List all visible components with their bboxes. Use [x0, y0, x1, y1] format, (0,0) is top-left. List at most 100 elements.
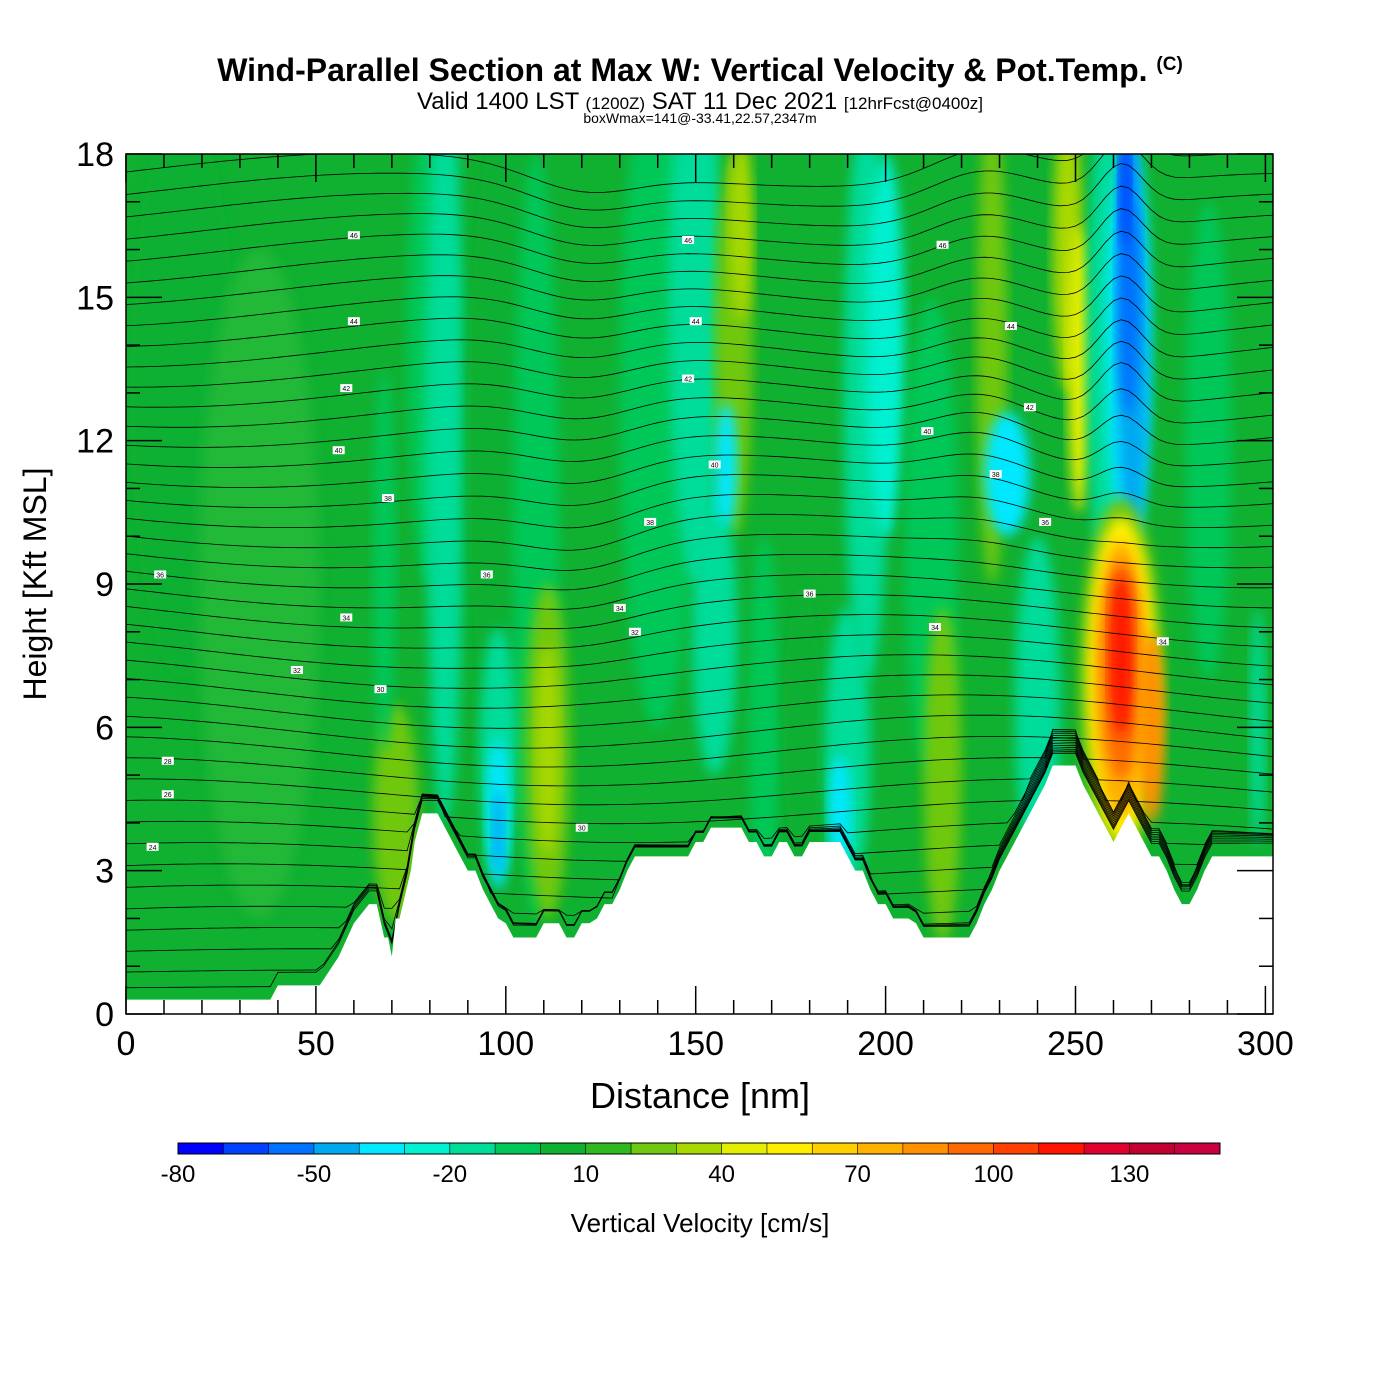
isentrope-label-box: [628, 627, 641, 636]
field-band: [866, 154, 905, 537]
isentrope-label: 36: [803, 589, 816, 599]
isentrope-label-box: [928, 623, 941, 631]
isentrope-label: 34: [1156, 637, 1169, 646]
isentrope-label: 26: [161, 790, 174, 799]
isentrope-label-box: [382, 494, 395, 502]
isentrope-label-text: 38: [384, 496, 392, 503]
isentrope-label-box: [480, 570, 493, 579]
colorbar-tick-label: 70: [844, 1161, 871, 1188]
isentrope-label-box: [1023, 403, 1036, 412]
y-tick-label: 18: [76, 136, 114, 174]
colorbar-frame: [177, 1142, 1221, 1155]
colorbar-swatch: [766, 1143, 813, 1154]
isentrope-label-box: [689, 317, 702, 326]
field-band: [198, 249, 320, 919]
x-tick-label: 50: [297, 1025, 335, 1063]
valid-date: SAT 11 Dec 2021: [651, 88, 838, 115]
isentrope-label-box: [154, 570, 167, 579]
isentrope-label-text: 32: [293, 668, 301, 675]
isentrope-line: [126, 736, 1273, 768]
isentrope-label-box: [161, 790, 174, 799]
isentrope-line: [126, 362, 1273, 408]
y-axis: 0 3 6 9 12 15 18: [76, 136, 114, 1034]
isentrope-line: [126, 474, 1273, 509]
isentrope-line: [126, 319, 1273, 368]
isentrope-line: [126, 163, 1273, 229]
isentrope-label-box: [290, 666, 303, 674]
isentrope-label-text: 36: [806, 592, 814, 599]
colorbar-tick-label: -20: [432, 1161, 467, 1188]
isentrope-label: 44: [1004, 322, 1017, 331]
isentrope-label: 38: [644, 517, 657, 527]
isentrope-label-box: [936, 240, 949, 249]
isentrope-line: [126, 388, 1273, 428]
field-band: [783, 584, 822, 871]
colorbar-label: Vertical Velocity [cm/s]: [571, 1208, 830, 1238]
chart-title: Wind-Parallel Section at Max W: Vertical…: [0, 52, 1400, 89]
isentrope-line: [126, 230, 1273, 284]
isentrope-label-box: [1004, 322, 1017, 330]
isentrope-label-box: [803, 589, 816, 598]
x-tick-label: 250: [1047, 1025, 1104, 1063]
colorbar-swatch: [268, 1143, 315, 1154]
colorbar-tick-label: 130: [1109, 1161, 1149, 1188]
isentrope-label-text: 46: [684, 238, 692, 245]
isentrope-label: 46: [682, 236, 695, 245]
isentrope-label-text: 34: [342, 615, 350, 622]
colorbar-swatch: [631, 1143, 677, 1154]
colorbar-swatch: [495, 1143, 541, 1154]
isentrope-label-text: 34: [1159, 639, 1167, 646]
isentrope-label: 24: [146, 842, 159, 852]
colorbar-swatch: [948, 1143, 994, 1154]
isentrope-label-box: [374, 685, 387, 694]
isentrope-label-text: 40: [711, 463, 719, 470]
isentrope-label-box: [989, 470, 1002, 479]
isentrope-label: 32: [290, 666, 303, 675]
isentrope-line: [126, 730, 1273, 806]
isentrope-label: 30: [374, 685, 387, 694]
isentrope-label-text: 46: [350, 233, 358, 240]
colorbar-swatch: [449, 1143, 496, 1154]
x-tick-label: 200: [857, 1025, 914, 1063]
isentrope-label-text: 32: [631, 630, 639, 637]
colorbar-swatch: [1038, 1143, 1085, 1154]
field-band: [372, 368, 396, 752]
colorbar-swatch: [857, 1143, 904, 1154]
isentrope-line: [126, 594, 1273, 630]
isentrope-labels: 46 44 42 40 38 36 34 32 30 28 26 24 46 44 42 40 38 36 34 32…: [146, 231, 1169, 852]
field-band: [492, 789, 504, 876]
isentrope-label-text: 42: [684, 377, 692, 384]
isentrope-label-box: [340, 384, 353, 393]
isentrope-label-box: [332, 446, 345, 455]
colorbar-tick-label: 40: [708, 1161, 735, 1188]
chart-title-text: Wind-Parallel Section at Max W: Vertical…: [217, 52, 1148, 88]
isentrope-label-text: 38: [992, 472, 1000, 479]
isentrope-label-box: [575, 823, 588, 832]
colorbar-swatch: [1129, 1143, 1176, 1154]
isentrope-line: [126, 735, 1273, 843]
isentrope-label: 40: [332, 446, 345, 455]
x-axis-label: Distance [nm]: [590, 1075, 810, 1116]
isentrope-line: [126, 493, 1273, 529]
isentrope-label: 32: [628, 627, 641, 637]
isentrope-label-box: [347, 317, 360, 326]
isentrope-label-text: 38: [646, 520, 654, 527]
isentrope-line: [126, 533, 1273, 571]
colorbar-swatch: [585, 1143, 632, 1154]
field-band: [426, 154, 465, 823]
isentrope-label: 40: [708, 460, 721, 470]
isentrope-label-box: [347, 231, 360, 240]
field-band: [748, 536, 780, 919]
isentrope-line: [126, 185, 1273, 246]
x-axis: 0 50 100 150 200 250 300: [117, 1025, 1294, 1063]
isentrope-label-box: [1039, 517, 1052, 526]
isentrope-label-box: [613, 603, 626, 612]
isentrope-contours: [126, 154, 1273, 989]
field-band: [536, 646, 559, 857]
colorbar-swatch: [223, 1143, 270, 1154]
isentrope-label: 36: [154, 570, 167, 579]
axis-ticks: [125, 153, 1273, 1015]
isentrope-label: 42: [1023, 403, 1036, 412]
colorbar-swatch: [313, 1143, 360, 1154]
